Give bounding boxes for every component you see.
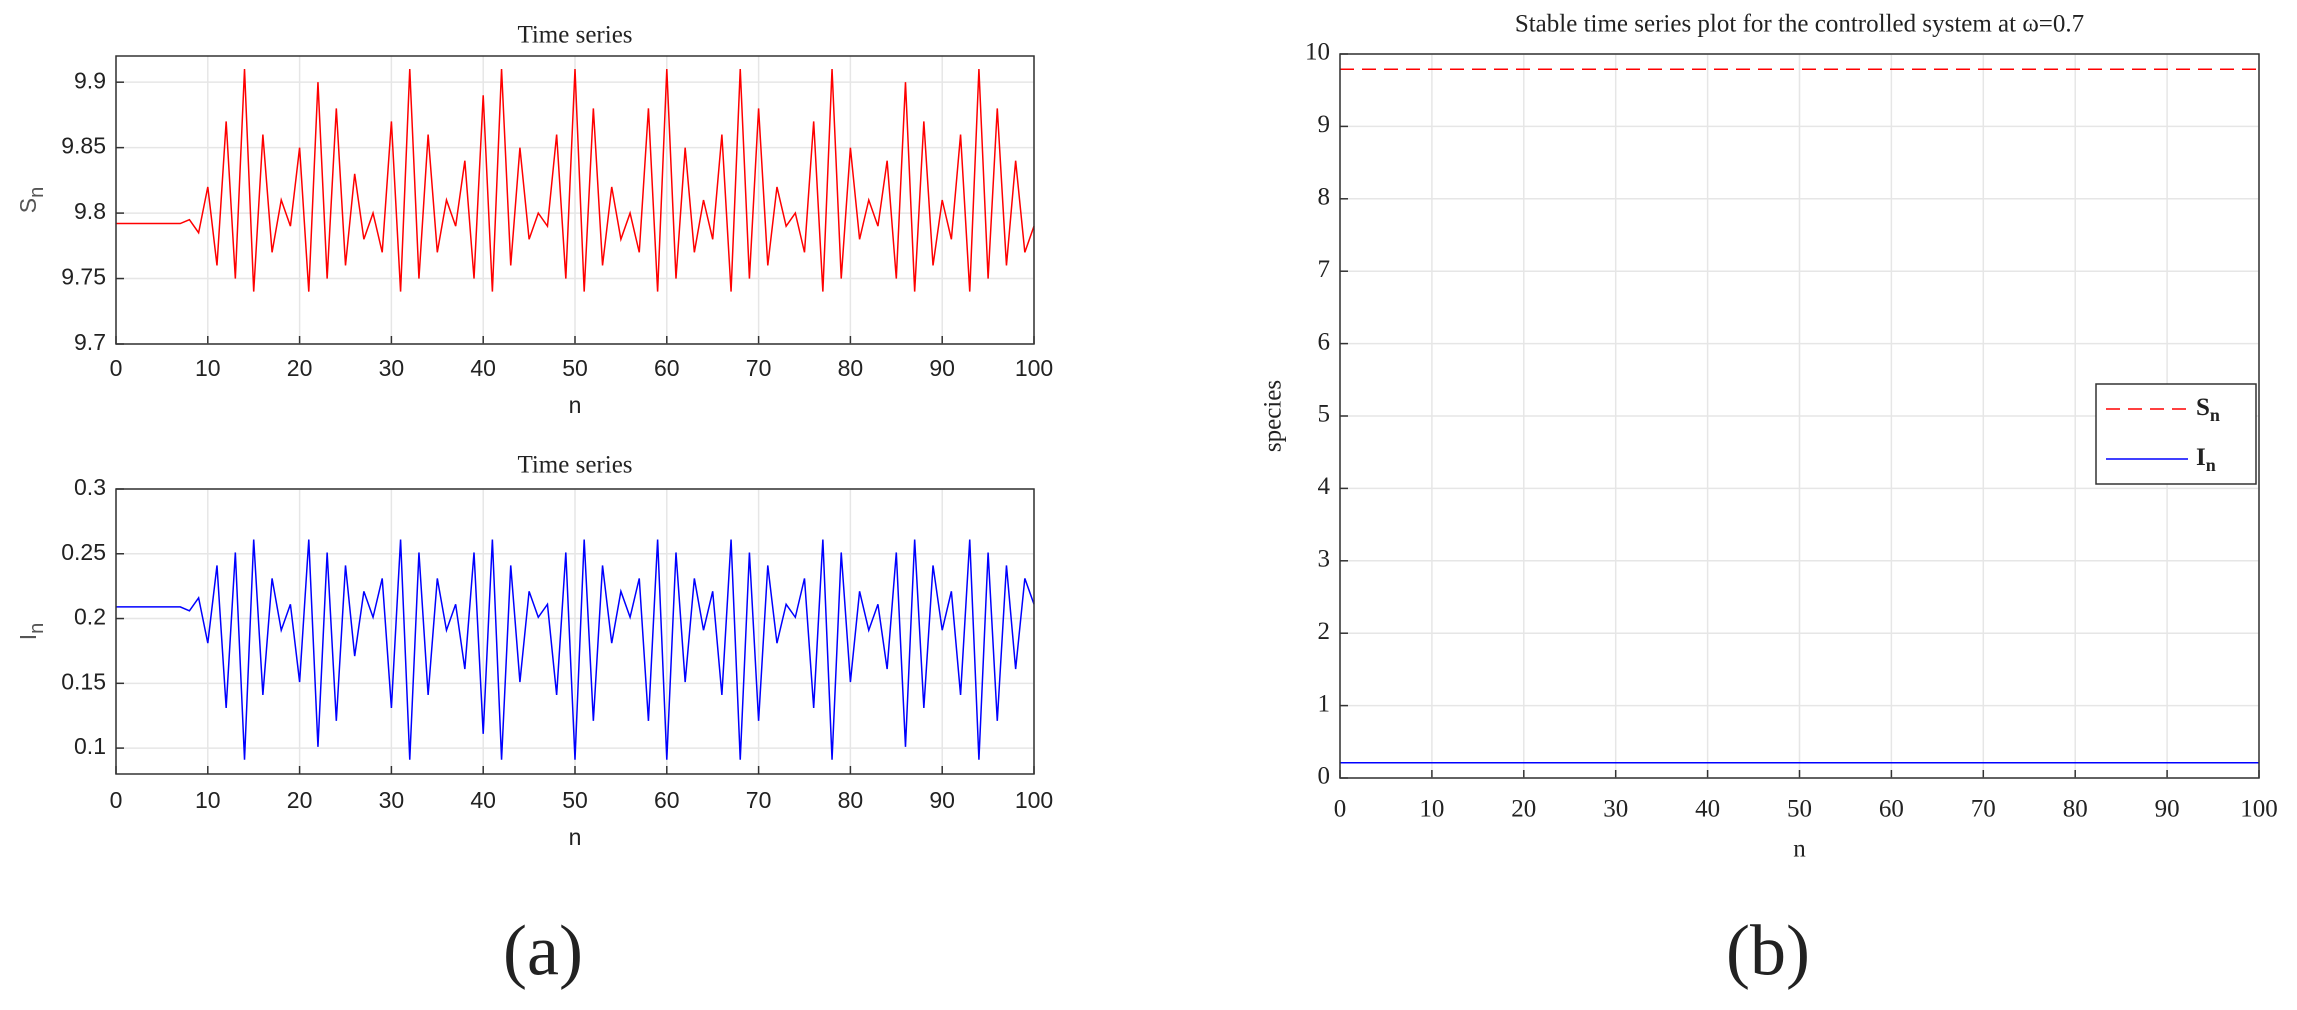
y-axis-label: species [1260,380,1287,452]
y-tick-label: 0.15 [61,668,106,694]
panel-label: (a) [503,911,583,991]
y-axis-label-main: I [15,634,41,640]
x-tick-label: 30 [1603,796,1628,823]
x-tick-label: 40 [1695,796,1720,823]
x-tick-label: 100 [1015,787,1053,813]
y-tick-label: 9.75 [61,264,106,290]
y-tick-label: 0 [1318,763,1331,790]
y-tick-label: 0.1 [74,733,106,759]
x-axis-label: n [1793,836,1806,863]
y-tick-label: 1 [1318,690,1331,717]
chart-title: Time series [517,22,632,49]
x-tick-label: 10 [195,355,221,381]
y-tick-label: 5 [1318,401,1331,428]
x-tick-label: 80 [2063,796,2088,823]
axes-box [1339,53,2260,779]
x-tick-label: 0 [1334,796,1347,823]
y-axis-label-main: S [15,198,41,213]
chart-title: Time series [517,452,632,479]
series-line [116,69,1035,292]
y-tick-label: 9.8 [74,198,106,224]
x-tick-label: 70 [746,787,772,813]
x-tick-label: 20 [1511,796,1536,823]
x-tick-label: 0 [110,787,123,813]
x-tick-label: 20 [287,355,313,381]
x-tick-label: 90 [929,355,955,381]
y-tick-label: 9.7 [74,329,106,355]
legend-label-sub: n [2206,455,2216,475]
x-tick-label: 50 [562,787,588,813]
legend-label-main: S [2196,394,2210,421]
x-tick-label: 100 [2240,796,2278,823]
x-tick-label: 60 [654,355,680,381]
legend-box [2095,383,2257,485]
legend-label-sub: n [2210,405,2220,425]
x-tick-label: 70 [746,355,772,381]
y-tick-label: 0.25 [61,539,106,565]
axes-box [115,55,1035,345]
y-tick-label: 9 [1318,111,1331,138]
series-line [116,539,1035,760]
x-tick-label: 80 [838,355,864,381]
x-tick-label: 20 [287,787,313,813]
x-tick-label: 0 [110,355,123,381]
legend-label-main: I [2196,444,2206,471]
y-tick-label: 0.2 [74,604,106,630]
x-tick-label: 100 [1015,355,1053,381]
y-axis-label-sub: n [26,187,48,198]
x-tick-label: 80 [838,787,864,813]
x-tick-label: 40 [470,787,496,813]
y-tick-label: 9.9 [74,67,106,93]
x-tick-label: 70 [1971,796,1996,823]
x-tick-label: 10 [195,787,221,813]
x-tick-label: 10 [1419,796,1444,823]
x-tick-label: 60 [1879,796,1904,823]
y-tick-label: 10 [1305,39,1330,66]
y-tick-label: 7 [1318,256,1331,283]
axes-box [115,488,1035,775]
y-tick-label: 4 [1318,473,1331,500]
x-tick-label: 50 [562,355,588,381]
x-tick-label: 90 [2155,796,2180,823]
y-axis-label: Sn [15,187,48,213]
x-tick-label: 40 [470,355,496,381]
panel-label: (b) [1726,911,1810,991]
x-axis-label: n [569,824,582,850]
chart-title: Stable time series plot for the controll… [1515,11,2084,38]
y-tick-label: 8 [1318,184,1331,211]
x-tick-label: 90 [929,787,955,813]
y-tick-label: 6 [1318,328,1331,355]
y-tick-label: 2 [1318,618,1331,645]
x-tick-label: 30 [379,355,405,381]
legend-label: Sn [2196,394,2220,425]
legend-label: In [2196,444,2216,475]
x-tick-label: 30 [379,787,405,813]
x-axis-label: n [569,392,582,418]
y-axis-label: In [15,623,48,641]
x-tick-label: 50 [1787,796,1812,823]
y-axis-label-sub: n [26,623,48,634]
x-tick-label: 60 [654,787,680,813]
y-tick-label: 9.85 [61,133,106,159]
y-tick-label: 3 [1318,546,1331,573]
y-tick-label: 0.3 [74,474,106,500]
